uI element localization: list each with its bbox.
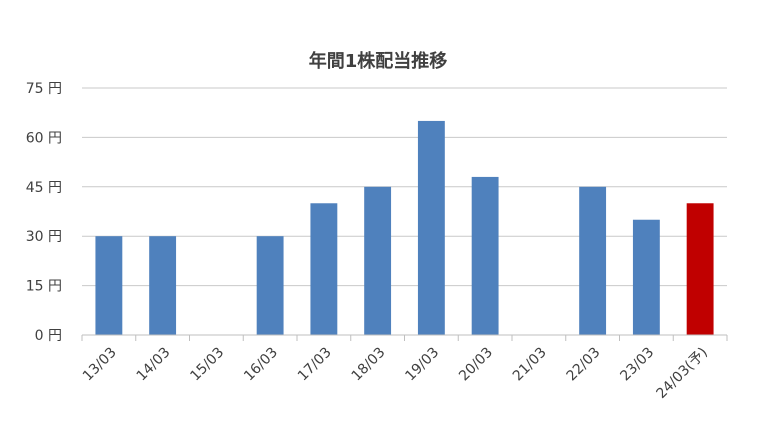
axes	[81, 334, 728, 341]
bar	[579, 186, 607, 335]
y-tick-label: 15 円	[26, 279, 62, 295]
x-tick-labels: 13/03 14/03 15/03 16/03 17/03 18/03 19/03 20/03…	[80, 345, 711, 402]
bar	[149, 236, 177, 335]
bar	[95, 236, 123, 335]
x-tick-label: 24/03(予)	[653, 345, 710, 402]
bar	[364, 186, 392, 335]
y-tick-label: 30 円	[26, 229, 62, 245]
bar	[686, 203, 714, 335]
bar	[632, 219, 660, 335]
x-tick-label: 19/03	[402, 345, 442, 385]
bars	[95, 120, 714, 335]
y-tick-labels: 0 円 15 円 30 円 45 円 60 円 75 円	[26, 81, 62, 344]
bar	[417, 120, 445, 335]
y-tick-label: 0 円	[35, 328, 62, 344]
x-tick-label: 13/03	[80, 345, 120, 385]
bar	[471, 176, 499, 335]
gridlines	[82, 87, 727, 287]
x-tick-label: 21/03	[510, 345, 550, 385]
x-tick-label: 23/03	[617, 345, 657, 385]
y-tick-label: 60 円	[26, 130, 62, 146]
x-tick-label: 18/03	[349, 345, 389, 385]
x-tick-label: 15/03	[187, 345, 227, 385]
y-tick-label: 75 円	[26, 81, 62, 97]
x-tick-label: 17/03	[295, 345, 335, 385]
x-tick-label: 14/03	[134, 345, 174, 385]
x-tick-label: 22/03	[564, 345, 604, 385]
chart-title: 年間1株配当推移	[309, 50, 448, 72]
y-tick-label: 45 円	[26, 180, 62, 196]
bar	[256, 236, 284, 335]
bar	[310, 203, 338, 335]
x-tick-label: 20/03	[456, 345, 496, 385]
x-tick-label: 16/03	[241, 345, 281, 385]
